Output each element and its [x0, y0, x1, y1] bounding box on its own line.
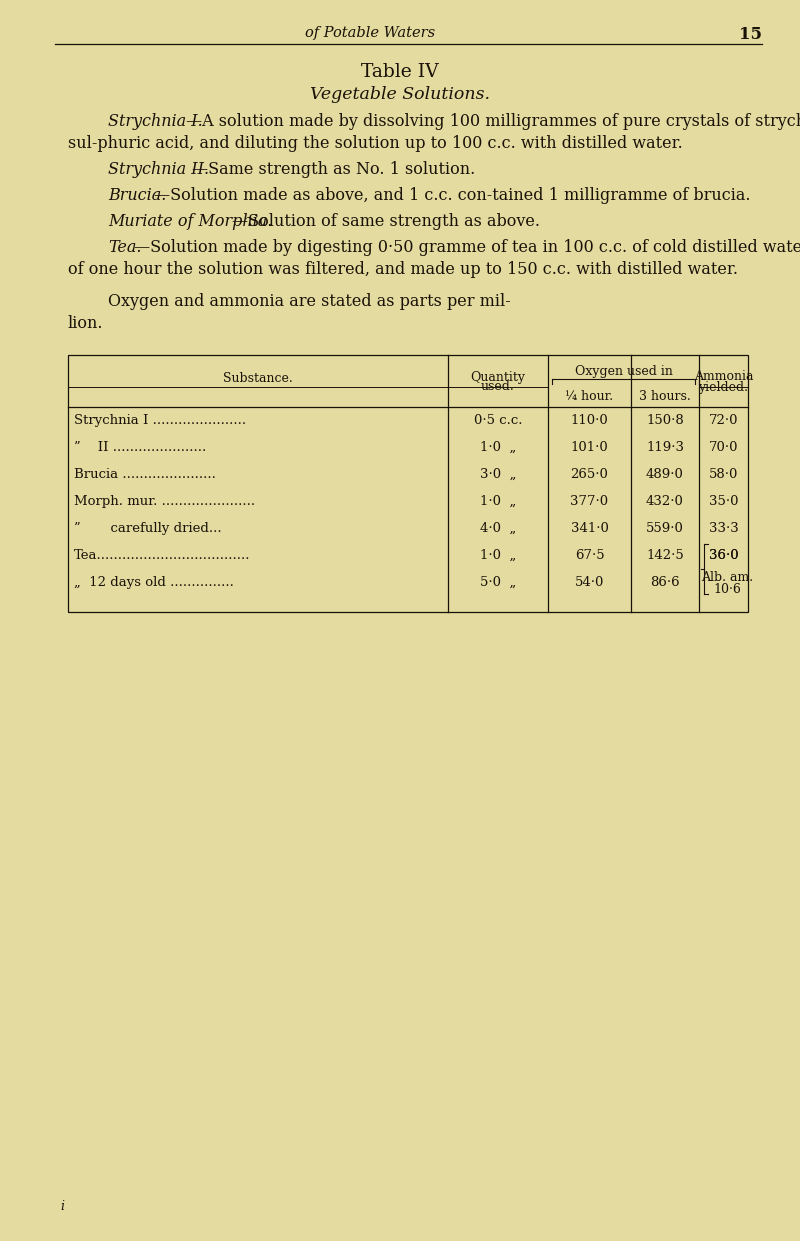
Text: 15: 15 — [739, 26, 762, 43]
Text: 70·0: 70·0 — [709, 441, 738, 454]
Text: 1·0  „: 1·0 „ — [480, 441, 516, 454]
Text: —Solution made as above, and 1 c.c. con-tained 1 milligramme of brucia.: —Solution made as above, and 1 c.c. con-… — [154, 187, 750, 204]
Text: 1·0  „: 1·0 „ — [480, 495, 516, 508]
Text: Brucia ......................: Brucia ...................... — [74, 468, 216, 482]
Text: Brucia.: Brucia. — [108, 187, 166, 204]
Text: ”    II ......................: ” II ...................... — [74, 441, 206, 454]
Text: 58·0: 58·0 — [709, 468, 738, 482]
Text: Substance.: Substance. — [223, 372, 293, 386]
Text: 54·0: 54·0 — [575, 576, 604, 589]
Text: 1·0  „: 1·0 „ — [480, 549, 516, 562]
Text: Tea....................................: Tea.................................... — [74, 549, 250, 562]
Text: Muriate of Morphia.: Muriate of Morphia. — [108, 213, 272, 230]
Text: yielded.: yielded. — [698, 381, 749, 393]
Text: „  12 days old ...............: „ 12 days old ............... — [74, 576, 234, 589]
Text: Quantity: Quantity — [470, 371, 526, 383]
Text: 3 hours.: 3 hours. — [639, 390, 691, 402]
Text: 4·0  „: 4·0 „ — [480, 522, 516, 535]
Text: 3·0  „: 3·0 „ — [480, 468, 516, 482]
Text: 35·0: 35·0 — [709, 495, 738, 508]
Text: —Solution of same strength as above.: —Solution of same strength as above. — [231, 213, 539, 230]
Text: 36·0: 36·0 — [709, 549, 738, 562]
Text: 0·5 c.c.: 0·5 c.c. — [474, 414, 522, 427]
Text: 33·3: 33·3 — [709, 522, 738, 535]
Text: Oxygen used in: Oxygen used in — [574, 365, 673, 379]
Text: 377·0: 377·0 — [570, 495, 609, 508]
Text: 5·0  „: 5·0 „ — [480, 576, 516, 589]
Text: 341·0: 341·0 — [570, 522, 609, 535]
Text: ¼ hour.: ¼ hour. — [566, 390, 614, 402]
Text: 10·6: 10·6 — [714, 583, 742, 596]
Text: —A solution made by dissolving 100 milligrammes of pure crystals of strychnia in: —A solution made by dissolving 100 milli… — [186, 113, 800, 130]
Text: Table IV: Table IV — [361, 63, 439, 81]
Text: Ammonia: Ammonia — [694, 371, 754, 383]
Text: of one hour the solution was filtered, and made up to 150 c.c. with distilled wa: of one hour the solution was filtered, a… — [68, 261, 738, 278]
Text: 119·3: 119·3 — [646, 441, 684, 454]
Text: 150·8: 150·8 — [646, 414, 684, 427]
Text: —Solution made by digesting 0·50 gramme of tea in 100 c.c. of cold distilled wat: —Solution made by digesting 0·50 gramme … — [134, 240, 800, 256]
Text: sul-phuric acid, and diluting the solution up to 100 c.c. with distilled water.: sul-phuric acid, and diluting the soluti… — [68, 135, 682, 151]
Text: 110·0: 110·0 — [570, 414, 608, 427]
Text: Morph. mur. ......................: Morph. mur. ...................... — [74, 495, 255, 508]
Text: 489·0: 489·0 — [646, 468, 684, 482]
Text: Strychnia II.: Strychnia II. — [108, 161, 209, 177]
Text: 86·6: 86·6 — [650, 576, 680, 589]
Text: of Potable Waters: of Potable Waters — [305, 26, 435, 40]
Text: Tea.: Tea. — [108, 240, 142, 256]
Text: 559·0: 559·0 — [646, 522, 684, 535]
Text: ”       carefully dried...: ” carefully dried... — [74, 522, 222, 535]
Text: Vegetable Solutions.: Vegetable Solutions. — [310, 86, 490, 103]
Text: Oxygen and ammonia are stated as parts per mil-: Oxygen and ammonia are stated as parts p… — [108, 293, 510, 310]
Text: 36·0: 36·0 — [709, 549, 738, 562]
Text: Strychnia I ......................: Strychnia I ...................... — [74, 414, 246, 427]
Text: 67·5: 67·5 — [574, 549, 604, 562]
Text: 142·5: 142·5 — [646, 549, 684, 562]
Text: Alb. am.: Alb. am. — [702, 571, 754, 585]
Text: 265·0: 265·0 — [570, 468, 609, 482]
Text: lion.: lion. — [68, 315, 103, 333]
Text: 101·0: 101·0 — [570, 441, 608, 454]
Text: used.: used. — [481, 381, 515, 393]
Text: —Same strength as No. 1 solution.: —Same strength as No. 1 solution. — [193, 161, 476, 177]
Text: 72·0: 72·0 — [709, 414, 738, 427]
Bar — [68, 355, 748, 612]
Text: Strychnia I.: Strychnia I. — [108, 113, 202, 130]
Text: 432·0: 432·0 — [646, 495, 684, 508]
Text: i: i — [60, 1200, 64, 1212]
